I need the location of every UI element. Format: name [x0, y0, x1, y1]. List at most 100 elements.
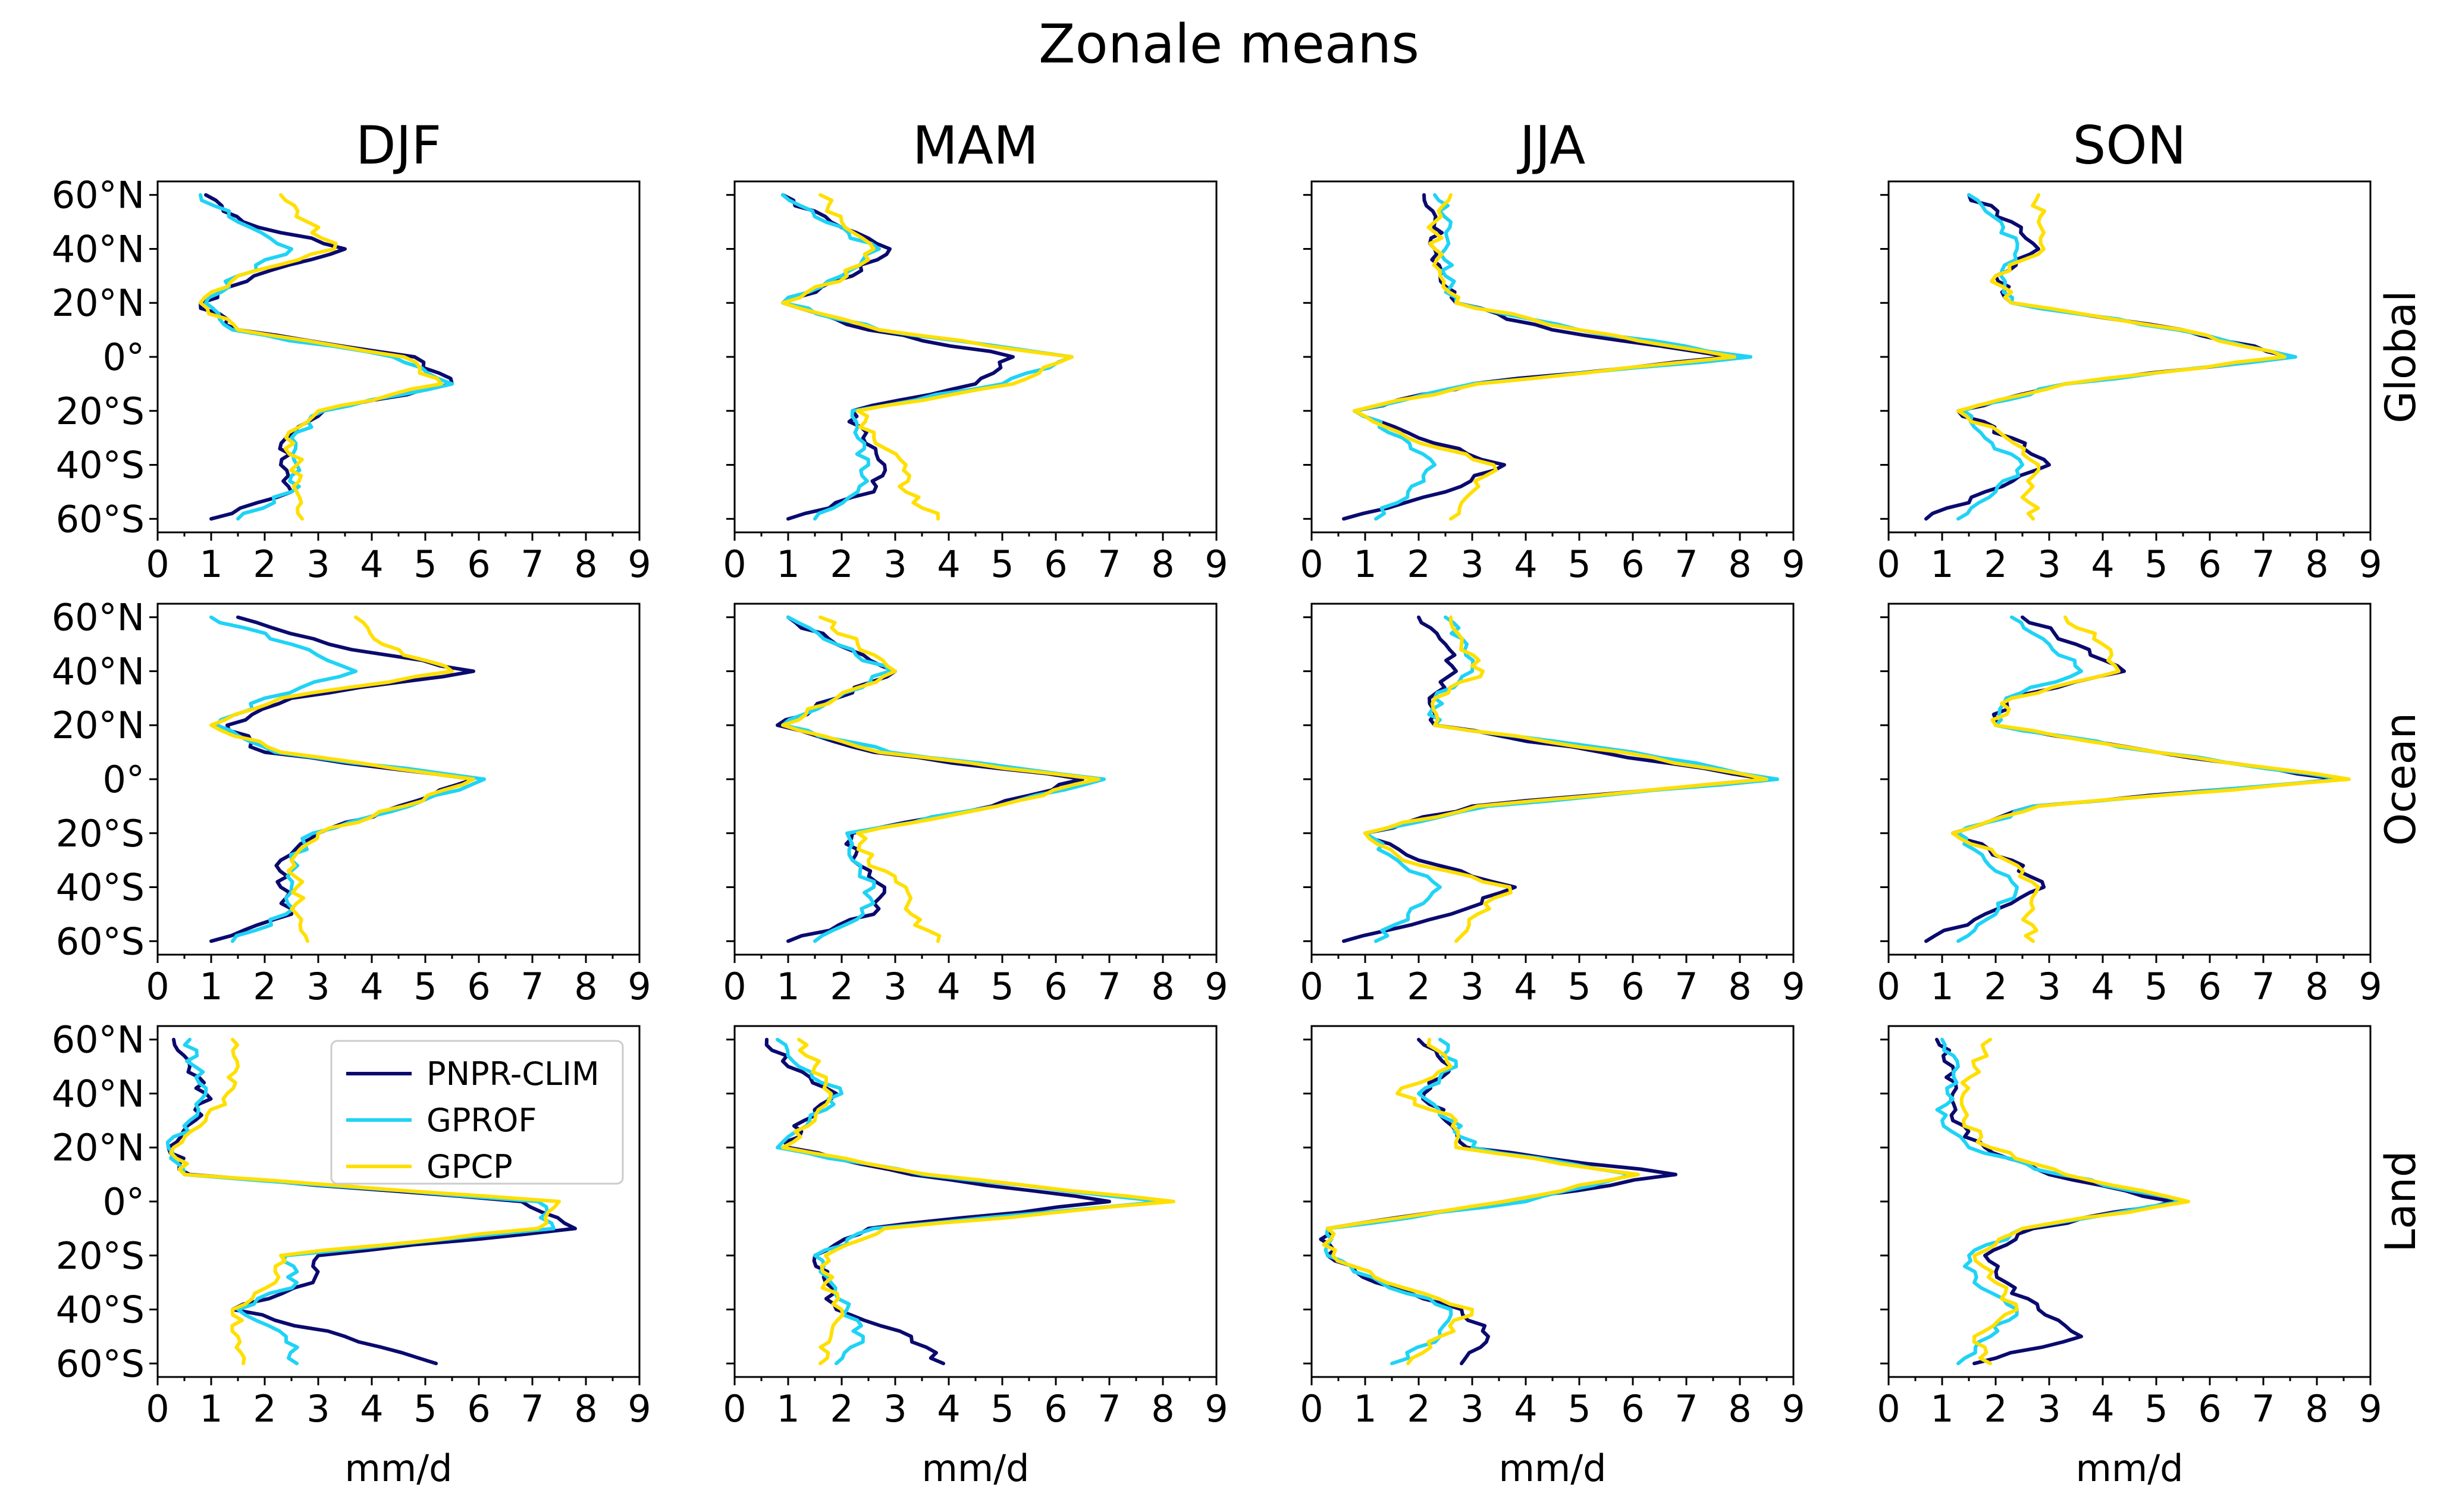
x-tick-label: 0 [723, 1387, 746, 1431]
y-tick-label: 0° [103, 335, 145, 379]
series-line-pnpr-clim [1924, 193, 2292, 521]
x-tick-label: 2 [253, 1387, 276, 1431]
panel-global-mam: 0 1 2 3 4 5 6 7 8 9 MAM [723, 115, 1228, 586]
x-tick-label: 9 [1782, 965, 1805, 1008]
y-tick-label: 0° [103, 758, 145, 801]
series-line-gprof [1935, 1037, 2185, 1366]
x-tick-label: 5 [990, 1387, 1014, 1431]
x-tick-label: 3 [883, 965, 907, 1008]
x-tick-label: 4 [2091, 1387, 2114, 1431]
x-tick-label: 8 [1151, 542, 1174, 586]
x-tick-label: 5 [413, 965, 437, 1008]
plot-frame [1887, 1025, 2372, 1378]
x-tick-label: 1 [776, 542, 799, 586]
y-tick-label: 0° [103, 1180, 145, 1224]
x-tick-label: 3 [883, 542, 907, 586]
panel-global-son: 0 1 2 3 4 5 6 7 8 9 SON Global [1877, 115, 2425, 586]
x-tick-label: 0 [146, 542, 169, 586]
panel-land-son: 0 1 2 3 4 5 6 7 8 9 Land mm/d [1877, 1025, 2425, 1490]
x-axis-label: mm/d [2075, 1447, 2183, 1490]
x-tick-label: 8 [1151, 965, 1174, 1008]
series-line-gpcp [781, 193, 1074, 521]
x-tick-label: 6 [1621, 542, 1644, 586]
x-tick-label: 5 [990, 965, 1014, 1008]
series-line-gprof [209, 615, 486, 943]
x-tick-label: 3 [1460, 542, 1484, 586]
x-tick-label: 6 [1044, 965, 1067, 1008]
x-tick-label: 3 [306, 542, 330, 586]
series-line-gpcp [781, 1037, 1175, 1366]
series-line-pnpr-clim [1935, 1037, 2174, 1366]
x-tick-label: 0 [1877, 1387, 1900, 1431]
x-tick-label: 6 [2198, 965, 2221, 1008]
x-tick-label: 6 [467, 965, 490, 1008]
series-line-pnpr-clim [776, 615, 1084, 943]
x-tick-label: 1 [1930, 965, 1953, 1008]
y-tick-label: 40°N [52, 1072, 145, 1115]
x-tick-label: 5 [2144, 542, 2168, 586]
column-title-djf: DJF [356, 115, 441, 176]
x-tick-label: 7 [2251, 1387, 2275, 1431]
x-tick-label: 4 [360, 542, 383, 586]
legend-label-pnpr-clim: PNPR-CLIM [426, 1055, 600, 1093]
x-tick-label: 8 [2305, 542, 2328, 586]
panel-global-jja: 0 1 2 3 4 5 6 7 8 9 JJA [1300, 115, 1805, 586]
x-tick-label: 1 [1353, 542, 1376, 586]
x-axis-label: mm/d [1498, 1447, 1606, 1490]
x-tick-label: 0 [1300, 542, 1323, 586]
x-tick-label: 8 [1728, 1387, 1751, 1431]
x-tick-label: 7 [1097, 1387, 1121, 1431]
x-tick-label: 1 [1930, 1387, 1953, 1431]
plot-frame [733, 180, 1218, 534]
x-tick-label: 0 [723, 965, 746, 1008]
x-tick-label: 1 [776, 1387, 799, 1431]
series-line-gpcp [1956, 193, 2287, 521]
x-tick-label: 4 [360, 965, 383, 1008]
series-line-pnpr-clim [199, 193, 454, 521]
x-tick-label: 4 [937, 1387, 960, 1431]
column-title-son: SON [2073, 115, 2187, 176]
x-tick-label: 0 [1877, 542, 1900, 586]
legend-box [330, 1040, 624, 1185]
y-tick-label: 60°S [56, 497, 145, 541]
y-tick-label: 40°S [56, 866, 145, 909]
x-tick-label: 5 [2144, 1387, 2168, 1431]
x-tick-label: 2 [1984, 965, 2007, 1008]
panel-land-mam: 0 1 2 3 4 5 6 7 8 9 mm/d [723, 1025, 1228, 1490]
x-tick-label: 4 [1514, 542, 1537, 586]
legend-label-gprof: GPROF [426, 1102, 537, 1139]
column-title-jja: JJA [1517, 115, 1586, 176]
panel-ocean-son: 0 1 2 3 4 5 6 7 8 9 Ocean [1877, 603, 2425, 1008]
x-tick-label: 1 [199, 1387, 222, 1431]
x-tick-label: 2 [253, 542, 276, 586]
panel-land-djf: 0 1 2 3 4 5 6 7 8 9 60°N 40°N 20°N 0° 20°S 40°S 60°S mm/d… [52, 1018, 651, 1490]
x-tick-label: 4 [1514, 965, 1537, 1008]
series-line-gprof [1956, 615, 2345, 943]
plot-layer: 0 1 2 3 4 5 6 7 8 960°N40°N20°N0°20°S40°S60°SDJF0… [52, 115, 2425, 1490]
x-tick-label: 4 [1514, 1387, 1537, 1431]
x-tick-label: 5 [1567, 965, 1591, 1008]
series-line-gpcp [781, 615, 1100, 943]
x-tick-label: 9 [2359, 542, 2382, 586]
series-line-gpcp [199, 193, 443, 521]
x-tick-label: 1 [1930, 542, 1953, 586]
x-tick-label: 8 [2305, 965, 2328, 1008]
x-tick-label: 5 [1567, 542, 1591, 586]
plot-frame [1887, 180, 2372, 534]
x-tick-label: 7 [2251, 965, 2275, 1008]
x-tick-label: 7 [1674, 965, 1698, 1008]
x-tick-label: 8 [1151, 1387, 1174, 1431]
plot-frame [1310, 603, 1795, 956]
x-tick-label: 6 [1621, 1387, 1644, 1431]
x-axis-label: mm/d [344, 1447, 452, 1490]
x-tick-label: 9 [628, 965, 651, 1008]
y-tick-label: 60°N [52, 596, 145, 639]
plot-frame [1887, 603, 2372, 956]
x-tick-label: 7 [1097, 542, 1121, 586]
x-tick-label: 9 [628, 1387, 651, 1431]
x-tick-label: 0 [146, 965, 169, 1008]
x-tick-label: 0 [1300, 965, 1323, 1008]
x-tick-label: 9 [1205, 965, 1228, 1008]
x-tick-label: 1 [1353, 965, 1376, 1008]
y-tick-label: 60°S [56, 920, 145, 963]
